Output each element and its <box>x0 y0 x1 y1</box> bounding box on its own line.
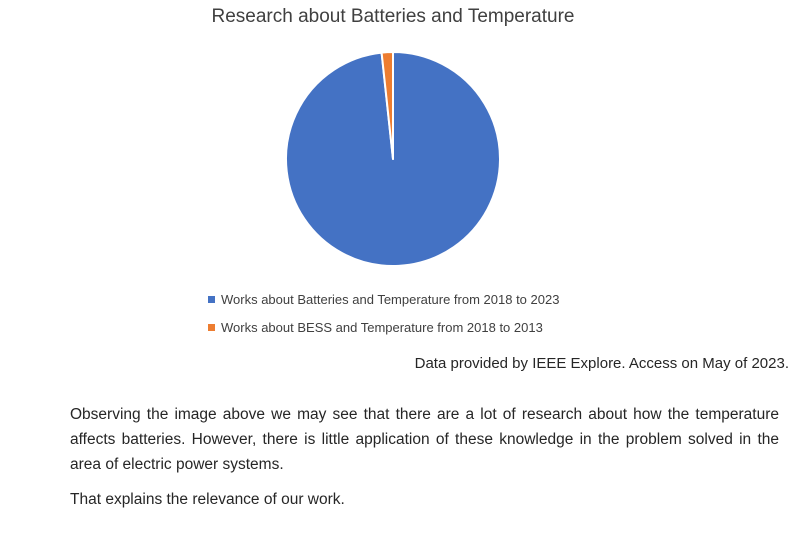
body-paragraph: That explains the relevance of our work. <box>70 491 345 508</box>
chart-legend: Works about Batteries and Temperature fr… <box>208 291 559 347</box>
legend-item-batteries: Works about Batteries and Temperature fr… <box>208 291 559 307</box>
legend-label-batteries: Works about Batteries and Temperature fr… <box>221 291 560 307</box>
pie-slice-1 <box>380 51 394 160</box>
chart-title: Research about Batteries and Temperature <box>211 6 575 27</box>
legend-swatch-bess <box>208 323 215 331</box>
legend-swatch-batteries <box>208 295 215 303</box>
legend-item-bess: Works about BESS and Temperature from 20… <box>208 319 559 335</box>
pie-chart <box>285 51 501 267</box>
legend-label-bess: Works about BESS and Temperature from 20… <box>221 319 543 335</box>
body-paragraph: Observing the image above we may see tha… <box>70 406 779 473</box>
source-note: Data provided by IEEE Explore. Access on… <box>414 355 789 372</box>
